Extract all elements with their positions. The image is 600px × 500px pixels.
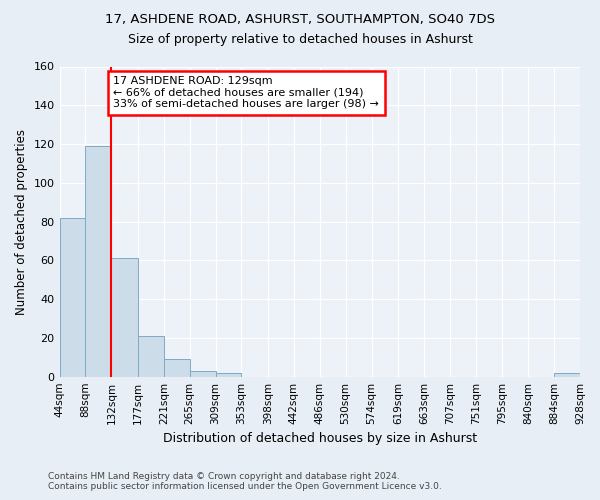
X-axis label: Distribution of detached houses by size in Ashurst: Distribution of detached houses by size …: [163, 432, 477, 445]
Bar: [112, 258, 138, 376]
Bar: [59, 218, 85, 376]
Text: Contains HM Land Registry data © Crown copyright and database right 2024.
Contai: Contains HM Land Registry data © Crown c…: [48, 472, 442, 491]
Text: 17 ASHDENE ROAD: 129sqm
← 66% of detached houses are smaller (194)
33% of semi-d: 17 ASHDENE ROAD: 129sqm ← 66% of detache…: [113, 76, 379, 110]
Text: 17, ASHDENE ROAD, ASHURST, SOUTHAMPTON, SO40 7DS: 17, ASHDENE ROAD, ASHURST, SOUTHAMPTON, …: [105, 12, 495, 26]
Bar: [215, 373, 241, 376]
Bar: [164, 359, 190, 376]
Bar: [190, 371, 215, 376]
Bar: [138, 336, 164, 376]
Y-axis label: Number of detached properties: Number of detached properties: [15, 128, 28, 314]
Bar: [554, 373, 580, 376]
Bar: [85, 146, 112, 376]
Text: Size of property relative to detached houses in Ashurst: Size of property relative to detached ho…: [128, 32, 472, 46]
